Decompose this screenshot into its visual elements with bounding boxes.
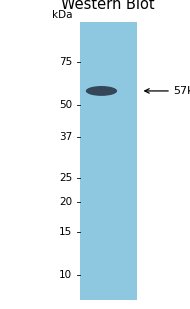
Text: kDa: kDa (52, 10, 72, 20)
Ellipse shape (86, 86, 117, 96)
Text: 57kDa: 57kDa (173, 86, 190, 96)
Text: 37: 37 (59, 132, 72, 142)
Text: 15: 15 (59, 227, 72, 237)
Text: 20: 20 (59, 197, 72, 207)
Text: 75: 75 (59, 57, 72, 67)
Text: 25: 25 (59, 173, 72, 183)
Text: 10: 10 (59, 270, 72, 280)
Text: 50: 50 (59, 100, 72, 110)
Text: Western Blot: Western Blot (62, 0, 155, 12)
